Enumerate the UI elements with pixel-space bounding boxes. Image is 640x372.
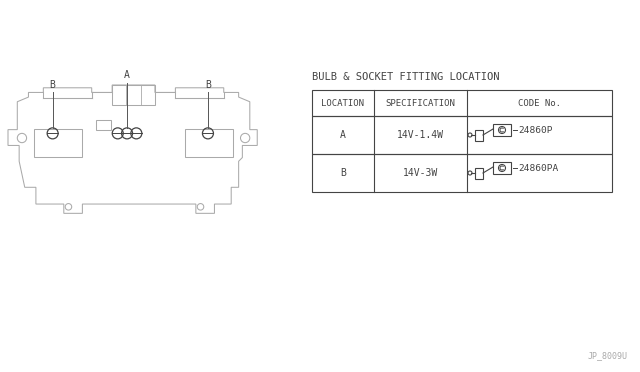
Bar <box>475 129 483 141</box>
Text: A: A <box>340 130 346 140</box>
Text: CODE No.: CODE No. <box>518 99 561 108</box>
Bar <box>312 90 612 116</box>
Text: 24860PA: 24860PA <box>518 164 558 173</box>
Text: 24860P: 24860P <box>518 125 552 135</box>
Text: 14V-1.4W: 14V-1.4W <box>397 130 444 140</box>
Text: LOCATION: LOCATION <box>321 99 365 108</box>
Text: BULB & SOCKET FITTING LOCATION: BULB & SOCKET FITTING LOCATION <box>312 72 499 82</box>
Bar <box>185 129 233 157</box>
Text: B: B <box>205 80 211 90</box>
Text: JP_8009U: JP_8009U <box>588 351 628 360</box>
Text: 14V-3W: 14V-3W <box>403 168 438 178</box>
Text: B: B <box>50 80 56 90</box>
Bar <box>312 154 612 192</box>
Bar <box>34 129 83 157</box>
Bar <box>475 167 483 179</box>
Bar <box>112 85 155 105</box>
Bar <box>312 116 612 154</box>
Bar <box>493 162 511 174</box>
Text: A: A <box>124 70 130 80</box>
Text: SPECIFICATION: SPECIFICATION <box>385 99 456 108</box>
Bar <box>97 120 111 129</box>
Bar <box>493 124 511 136</box>
Text: B: B <box>340 168 346 178</box>
